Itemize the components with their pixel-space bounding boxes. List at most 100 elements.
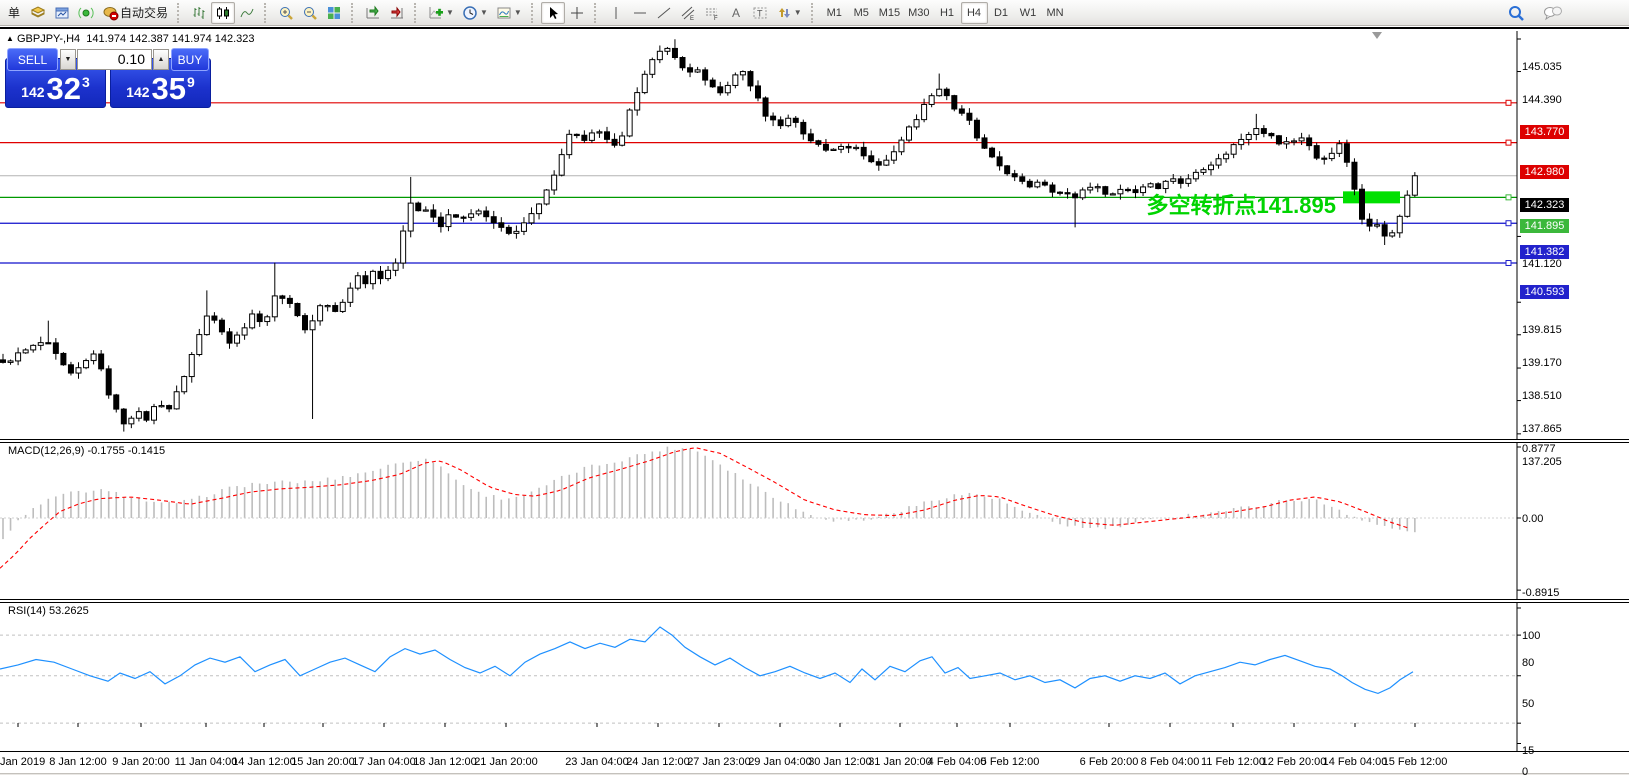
history-center-button[interactable] <box>26 2 50 24</box>
auto-scroll-button[interactable] <box>361 2 385 24</box>
cursor-tool-button[interactable] <box>540 1 565 24</box>
bid-price-sup: 3 <box>82 74 90 90</box>
candlestick <box>679 57 686 69</box>
level-line-handle[interactable] <box>1505 99 1512 106</box>
chart-canvas[interactable] <box>0 29 1629 775</box>
equidistant-channel-tool[interactable]: E <box>676 2 700 24</box>
rsi-line <box>0 626 1414 695</box>
zoom-in-icon <box>280 6 293 20</box>
lot-decrease-button[interactable]: ▼ <box>60 49 76 70</box>
bar-chart-button[interactable] <box>187 2 211 24</box>
status-bar-edge <box>0 773 1629 775</box>
signals-button[interactable] <box>74 2 98 24</box>
templates-button[interactable]: ▼ <box>492 2 526 24</box>
candlestick <box>596 131 603 134</box>
candlestick <box>981 137 988 149</box>
collapse-arrow-icon[interactable]: ▲ <box>6 34 14 43</box>
text-tool[interactable]: A <box>724 2 748 24</box>
chart-shift-button[interactable] <box>385 2 409 24</box>
periods-button[interactable]: ▼ <box>458 2 492 24</box>
timeframe-button-h1[interactable]: H1 <box>939 6 955 19</box>
line-chart-button[interactable] <box>235 2 259 24</box>
timeframe-button-m15[interactable]: M15 <box>878 6 901 19</box>
level-line-handle[interactable] <box>1505 260 1512 267</box>
trendline-tool[interactable] <box>652 2 676 24</box>
x-axis-date-label: 8 Jan 12:00 <box>49 756 107 768</box>
candlestick <box>158 405 165 408</box>
candlestick <box>317 305 324 322</box>
macd-pane[interactable] <box>0 446 1517 569</box>
candlestick <box>536 203 543 215</box>
arrows-tool[interactable]: ▼ <box>772 2 806 24</box>
candlestick <box>890 151 897 161</box>
indicators-button[interactable]: ▼ <box>424 2 458 24</box>
timeframe-button-mn[interactable]: MN <box>1046 6 1064 19</box>
candlestick <box>1245 134 1252 140</box>
tile-windows-icon <box>328 6 341 19</box>
zoom-out-button[interactable] <box>298 2 322 24</box>
timeframe-button-m30[interactable]: M30 <box>908 6 930 19</box>
new-order-button[interactable]: 单 <box>2 2 26 24</box>
macd-pane-separator[interactable] <box>0 439 1629 443</box>
main-price-pane[interactable] <box>0 32 1517 432</box>
lot-increase-button[interactable]: ▲ <box>153 49 169 70</box>
chart-window[interactable]: ▲ GBPJPY-,H4 141.974 142.387 141.974 142… <box>0 27 1629 775</box>
candlestick <box>588 132 595 141</box>
autotrading-icon <box>103 6 119 20</box>
level-line-handle[interactable] <box>1505 220 1512 227</box>
buy-button[interactable]: BUY <box>171 48 209 71</box>
crosshair-tool-button[interactable] <box>565 2 589 24</box>
zoom-in-button[interactable] <box>274 2 298 24</box>
vertical-line-tool[interactable] <box>604 2 628 24</box>
new-chart-button[interactable] <box>50 2 74 24</box>
candlestick <box>1057 191 1063 194</box>
rsi-pane-separator[interactable] <box>0 599 1629 603</box>
candlestick <box>45 342 52 345</box>
timeframe-button-d1[interactable]: D1 <box>993 6 1009 19</box>
candlestick <box>37 342 44 346</box>
candlestick <box>347 287 354 303</box>
candlestick <box>1306 137 1313 147</box>
sell-button[interactable]: SELL <box>7 48 58 71</box>
candlestick <box>1072 193 1079 199</box>
level-line-handle[interactable] <box>1505 139 1512 146</box>
chart-shift-marker[interactable] <box>1372 32 1382 39</box>
candlestick <box>218 319 225 333</box>
lot-size-input[interactable]: 0.10 <box>77 49 152 70</box>
candlestick <box>732 74 739 86</box>
x-axis-date-label: 9 Jan 20:00 <box>112 756 170 768</box>
time-axis-border <box>0 751 1629 752</box>
candlestick <box>913 119 920 128</box>
candlestick <box>1034 181 1041 188</box>
symbol-period-label: GBPJPY-,H4 <box>16 33 81 45</box>
candlestick <box>309 320 316 331</box>
candlestick <box>1336 143 1343 154</box>
new-order-label: 单 <box>7 6 20 20</box>
horizontal-line-tool[interactable] <box>628 2 652 24</box>
rsi-pane[interactable] <box>0 626 1517 724</box>
candlestick <box>196 334 203 356</box>
vertical-line-icon <box>615 6 617 19</box>
tile-windows-button[interactable] <box>322 2 346 24</box>
text-label-tool[interactable]: T <box>748 2 772 24</box>
autotrading-button[interactable]: 自动交易 <box>98 2 172 24</box>
candlestick <box>453 214 459 218</box>
candlestick <box>392 262 399 271</box>
timeframe-button-h4[interactable]: H4 <box>960 1 988 24</box>
templates-icon <box>497 7 511 18</box>
x-axis-date-label: 17 Jan 04:00 <box>352 756 416 768</box>
chart-annotation-text[interactable]: 多空转折点141.895 <box>1146 193 1336 218</box>
candlestick-chart-button[interactable] <box>211 1 236 24</box>
fibonacci-tool[interactable]: F <box>700 2 724 24</box>
candlestick <box>1359 188 1365 220</box>
symbol-header: ▲ GBPJPY-,H4 141.974 142.387 141.974 142… <box>6 33 255 45</box>
timeframe-button-m1[interactable]: M1 <box>826 6 842 19</box>
chat-button[interactable] <box>1539 2 1567 24</box>
timeframe-button-w1[interactable]: W1 <box>1019 6 1037 19</box>
timeframe-button-m5[interactable]: M5 <box>853 6 869 19</box>
level-line-handle[interactable] <box>1505 194 1512 201</box>
search-button[interactable] <box>1503 2 1529 24</box>
candlestick <box>483 210 490 218</box>
annotation-highlight-box[interactable] <box>1343 191 1400 204</box>
candlestick <box>739 71 746 76</box>
